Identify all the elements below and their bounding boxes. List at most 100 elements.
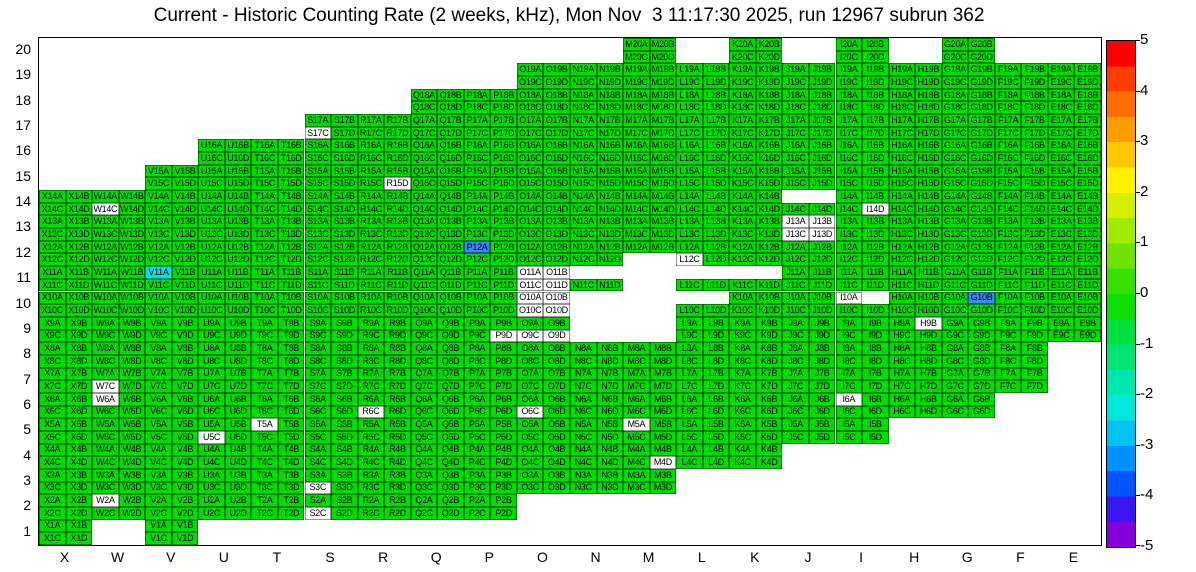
heatmap-bin: T14D bbox=[277, 202, 305, 216]
heatmap-bin: J6A bbox=[782, 392, 809, 406]
heatmap-bin: Q15B bbox=[437, 164, 464, 178]
heatmap-bin: M7D bbox=[649, 380, 677, 393]
heatmap-bin: G18C bbox=[941, 101, 969, 115]
x-axis-label: P bbox=[484, 549, 495, 565]
heatmap-bin: I16B bbox=[862, 139, 889, 153]
heatmap-bin: V4A bbox=[145, 443, 172, 457]
heatmap-bin: R2D bbox=[384, 506, 411, 520]
heatmap-bin: J16C bbox=[782, 152, 809, 165]
heatmap-bin: U7B bbox=[224, 367, 252, 381]
heatmap-bin: K5A bbox=[729, 418, 756, 431]
heatmap-bin: J15D bbox=[808, 177, 836, 191]
heatmap-bin: O15C bbox=[516, 177, 544, 191]
heatmap-bin: L6B bbox=[702, 392, 730, 406]
heatmap-bin: P10A bbox=[463, 291, 491, 305]
heatmap-bin: G18A bbox=[941, 88, 969, 102]
heatmap-bin: X5C bbox=[39, 430, 66, 444]
heatmap-bin: O4A bbox=[516, 443, 544, 457]
heatmap-bin: F14B bbox=[1021, 190, 1048, 203]
heatmap-bin: I18B bbox=[862, 88, 889, 102]
heatmap-bin: W10D bbox=[118, 304, 146, 317]
heatmap-bin: V8D bbox=[171, 354, 199, 368]
heatmap-bin: S14B bbox=[331, 190, 358, 203]
heatmap-bin: J8B bbox=[808, 342, 836, 355]
heatmap-bin: L19B bbox=[702, 63, 730, 77]
x-axis-label: X bbox=[59, 549, 70, 565]
heatmap-bin: L19C bbox=[676, 76, 703, 89]
heatmap-bin: J8D bbox=[808, 354, 836, 368]
heatmap-bin: Q3D bbox=[437, 481, 464, 495]
heatmap-bin: R4A bbox=[357, 443, 385, 457]
heatmap-bin: X11C bbox=[39, 278, 66, 292]
heatmap-bin: I13D bbox=[862, 228, 889, 241]
heatmap-bin: Q5B bbox=[437, 418, 464, 431]
heatmap-bin: F14D bbox=[1021, 202, 1048, 216]
heatmap-bin: G19D bbox=[968, 76, 995, 89]
heatmap-bin: K6C bbox=[729, 405, 756, 419]
heatmap-bin: V1A bbox=[145, 519, 172, 533]
x-axis-label: H bbox=[909, 549, 920, 565]
heatmap-bin: T2D bbox=[277, 506, 305, 520]
heatmap-bin: J6D bbox=[808, 405, 836, 419]
heatmap-bin: X9A bbox=[39, 316, 66, 330]
heatmap-bin: K17C bbox=[729, 126, 756, 140]
heatmap-bin: E15D bbox=[1074, 177, 1101, 191]
heatmap-bin: Q9D bbox=[437, 329, 464, 343]
heatmap-bin: W9A bbox=[92, 316, 119, 330]
heatmap-bin: P17A bbox=[463, 114, 491, 127]
heatmap-bin: K5B bbox=[755, 418, 783, 431]
heatmap-bin: S14D bbox=[331, 202, 358, 216]
heatmap-bin: S5C bbox=[304, 430, 332, 444]
heatmap-bin: L6A bbox=[676, 392, 703, 406]
heatmap-bin: U11B bbox=[224, 266, 252, 279]
heatmap-bin: O4D bbox=[543, 456, 570, 469]
heatmap-bin: T13A bbox=[251, 215, 278, 229]
heatmap-bin: X13A bbox=[39, 215, 66, 229]
heatmap-bin: N14A bbox=[570, 190, 597, 203]
x-axis-label: U bbox=[218, 549, 229, 565]
heatmap-bin: G14C bbox=[941, 202, 969, 216]
heatmap-bin: V1B bbox=[171, 519, 199, 533]
heatmap-bin: M8D bbox=[649, 354, 677, 368]
heatmap-bin: V14D bbox=[171, 202, 199, 216]
heatmap-bin: X13B bbox=[65, 215, 93, 229]
heatmap-bin: I12C bbox=[835, 253, 863, 267]
heatmap-bin: O15A bbox=[516, 164, 544, 178]
heatmap-bin: L17C bbox=[676, 126, 703, 140]
heatmap-bin: T10B bbox=[277, 291, 305, 305]
heatmap-bin: X10D bbox=[65, 304, 93, 317]
heatmap-bin: I8D bbox=[862, 354, 889, 368]
heatmap-bin: O9A bbox=[516, 316, 544, 330]
heatmap-bin: T14B bbox=[277, 190, 305, 203]
heatmap-bin: T10A bbox=[251, 291, 278, 305]
heatmap-bin: J12A bbox=[782, 240, 809, 254]
heatmap-bin: R5B bbox=[384, 418, 411, 431]
colorbar-tick bbox=[1135, 90, 1140, 92]
heatmap-bin: Q13B bbox=[437, 215, 464, 229]
heatmap-bin: K12A bbox=[729, 240, 756, 254]
heatmap-bin: Q11B bbox=[437, 266, 464, 279]
colorbar-tick bbox=[1135, 343, 1140, 345]
heatmap-bin: P11A bbox=[463, 266, 491, 279]
heatmap-bin: V13A bbox=[145, 215, 172, 229]
heatmap-bin: P18C bbox=[463, 101, 491, 115]
heatmap-bin: E15C bbox=[1047, 177, 1075, 191]
heatmap-bin: W10C bbox=[92, 304, 119, 317]
heatmap-bin: T12A bbox=[251, 240, 278, 254]
heatmap-bin: Q6D bbox=[437, 405, 464, 419]
heatmap-bin: W3B bbox=[118, 468, 146, 482]
heatmap-bin: S6A bbox=[304, 392, 332, 406]
heatmap-bin: Q5D bbox=[437, 430, 464, 444]
heatmap-bin: H18A bbox=[888, 88, 916, 102]
colorbar-tick-label: 0 bbox=[1140, 284, 1149, 301]
heatmap-bin: L8B bbox=[702, 342, 730, 355]
heatmap-bin: T11C bbox=[251, 278, 278, 292]
heatmap-bin: X12D bbox=[65, 253, 93, 267]
heatmap-bin: R13C bbox=[357, 228, 385, 241]
heatmap-bin: P18D bbox=[490, 101, 517, 115]
heatmap-bin: U6A bbox=[198, 392, 225, 406]
heatmap-bin: G12B bbox=[968, 240, 995, 254]
heatmap-bin: X8C bbox=[39, 354, 66, 368]
heatmap-bin: T7B bbox=[277, 367, 305, 381]
heatmap-bin: E18D bbox=[1074, 101, 1101, 115]
